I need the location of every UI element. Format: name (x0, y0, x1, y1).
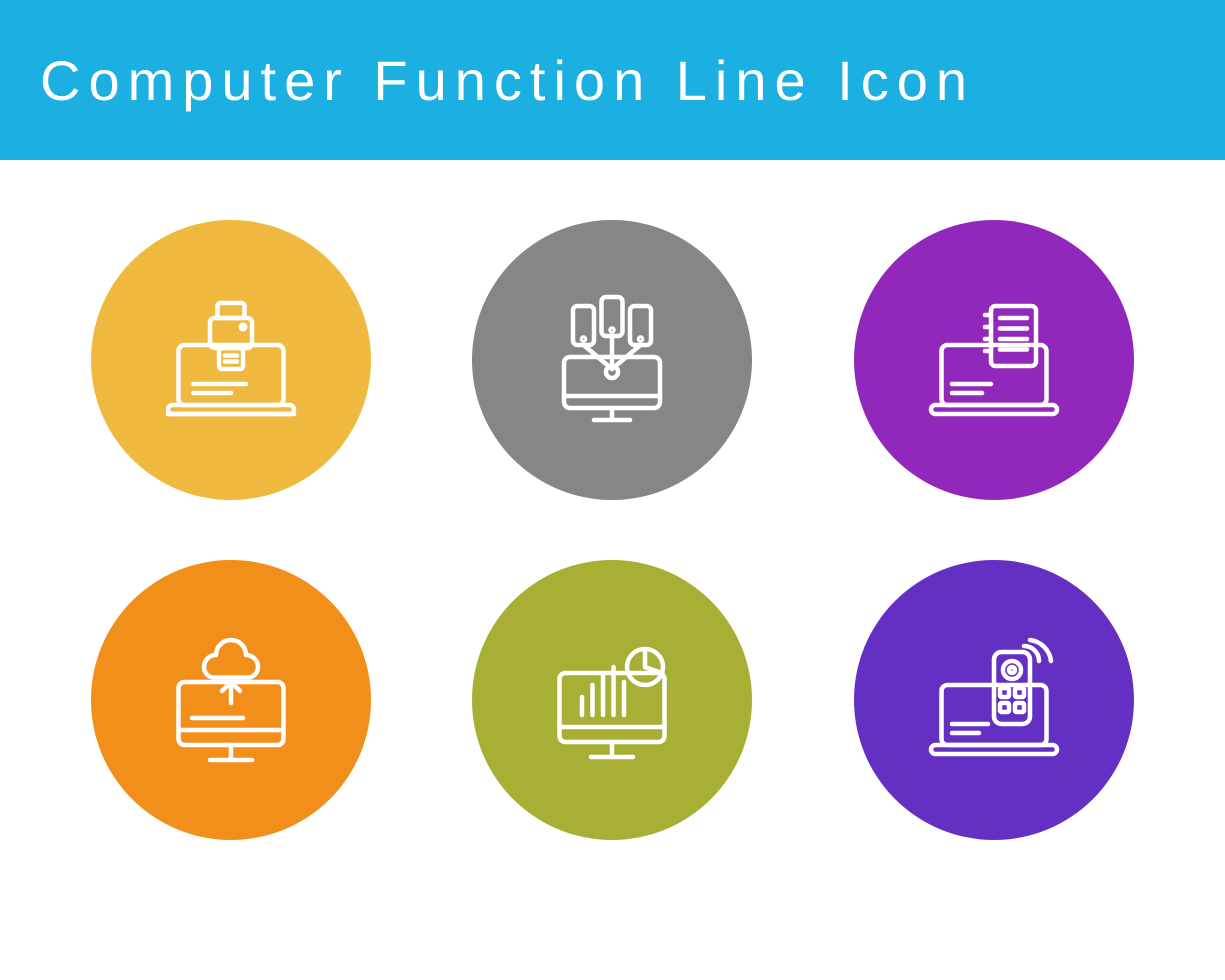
analytics-icon (537, 625, 687, 775)
device-sync-icon (537, 285, 687, 435)
icon-circle-analytics (472, 560, 752, 840)
icon-circle-remote (854, 560, 1134, 840)
laptop-notebook-icon (919, 285, 1069, 435)
header-banner: Computer Function Line Icon (0, 0, 1225, 160)
cloud-upload-icon (156, 625, 306, 775)
laptop-remote-icon (919, 625, 1069, 775)
page-title: Computer Function Line Icon (40, 48, 975, 113)
icon-circle-notebook (854, 220, 1134, 500)
icon-circle-cloud (91, 560, 371, 840)
icon-circle-sync (472, 220, 752, 500)
laptop-printer-icon (156, 285, 306, 435)
icon-grid (0, 160, 1225, 900)
icon-circle-printer (91, 220, 371, 500)
